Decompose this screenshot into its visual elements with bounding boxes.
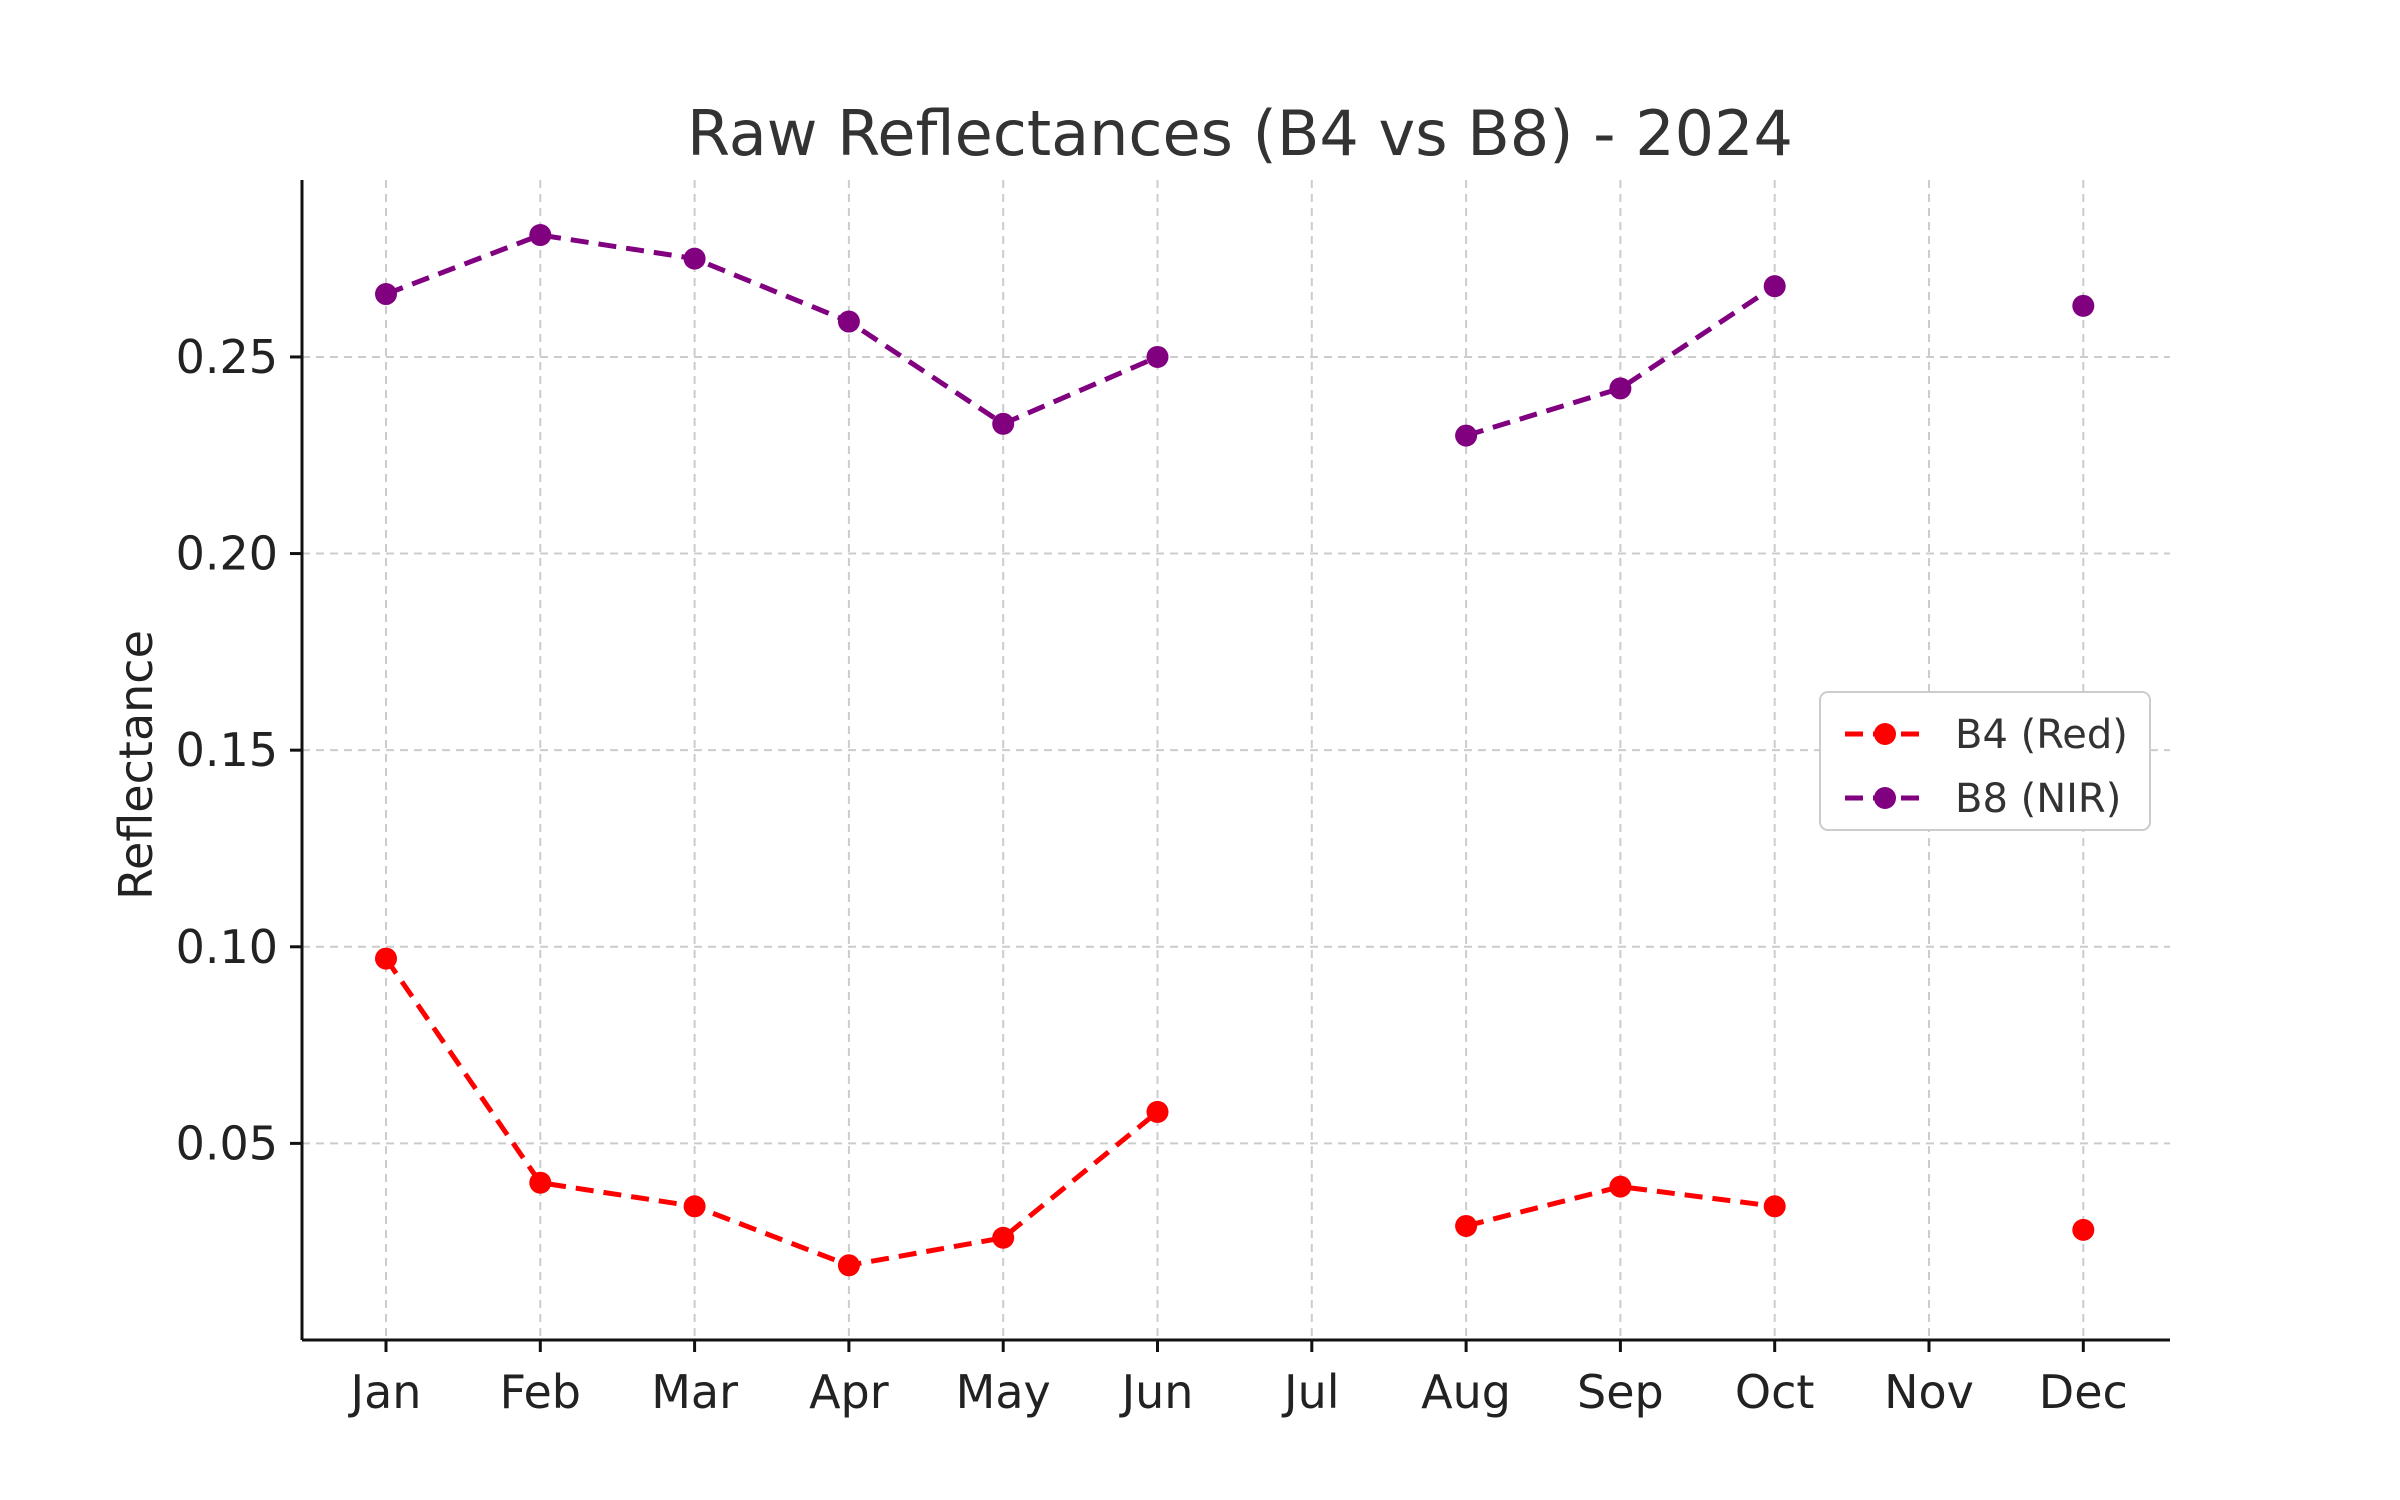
- data-point: [1763, 1195, 1786, 1218]
- y-axis-label: Reflectance: [109, 630, 163, 900]
- legend: B4 (Red) B8 (NIR): [1819, 691, 2151, 831]
- y-tick-label: 0.25: [176, 330, 278, 384]
- x-tick-label: Nov: [1884, 1365, 1974, 1419]
- data-point: [1763, 275, 1786, 298]
- legend-marker: [1874, 723, 1896, 745]
- series-layer: [375, 224, 2095, 1277]
- data-point: [992, 1226, 1015, 1249]
- data-point: [837, 1254, 860, 1277]
- data-point: [2072, 294, 2095, 317]
- series-b8-nir: [375, 224, 2095, 447]
- x-tick-label: Oct: [1735, 1365, 1815, 1419]
- legend-marker: [1874, 787, 1896, 809]
- data-point: [529, 1171, 552, 1194]
- data-point: [683, 1195, 706, 1218]
- data-point: [2072, 1218, 2095, 1241]
- x-tick-label: May: [956, 1365, 1051, 1419]
- data-point: [1146, 345, 1169, 368]
- legend-label: B8 (NIR): [1955, 776, 2121, 822]
- legend-label: B4 (Red): [1955, 712, 2128, 758]
- data-point: [375, 947, 397, 970]
- data-point: [1455, 424, 1478, 447]
- data-point: [529, 224, 552, 247]
- axes: [300, 180, 2170, 1342]
- data-point: [683, 247, 706, 270]
- x-tick-label: Apr: [809, 1365, 889, 1419]
- x-tick-label: Dec: [2039, 1365, 2128, 1419]
- x-tick-label: Jun: [1119, 1365, 1194, 1419]
- data-point: [1609, 1175, 1632, 1198]
- x-tick-label: Jan: [348, 1365, 422, 1419]
- series-line: [385, 232, 1159, 427]
- series-line: [1465, 1184, 1776, 1229]
- data-point: [375, 283, 397, 306]
- y-tick-label: 0.05: [176, 1116, 278, 1170]
- x-tick-label: Sep: [1577, 1365, 1664, 1419]
- y-tick-label: 0.20: [176, 527, 278, 581]
- series-b4-red: [375, 947, 2095, 1277]
- data-point: [837, 310, 860, 333]
- data-point: [992, 412, 1015, 435]
- x-tick-label: Feb: [500, 1365, 581, 1419]
- data-point: [1455, 1214, 1478, 1237]
- series-line: [383, 957, 1160, 1268]
- data-point: [1146, 1100, 1169, 1123]
- data-point: [1609, 377, 1632, 400]
- x-tick-label: Jul: [1281, 1365, 1340, 1419]
- y-tick-label: 0.10: [176, 920, 278, 974]
- x-tick-label: Mar: [651, 1365, 738, 1419]
- tick-labels: Jan Feb Mar Apr May Jun Jul Aug Sep Oct Nov Dec 0.05…: [176, 330, 2128, 1419]
- x-tick-label: Aug: [1421, 1365, 1511, 1419]
- series-line: [1465, 284, 1777, 438]
- chart-title: Raw Reflectances (B4 vs B8) - 2024: [687, 97, 1793, 170]
- y-tick-label: 0.15: [176, 723, 278, 777]
